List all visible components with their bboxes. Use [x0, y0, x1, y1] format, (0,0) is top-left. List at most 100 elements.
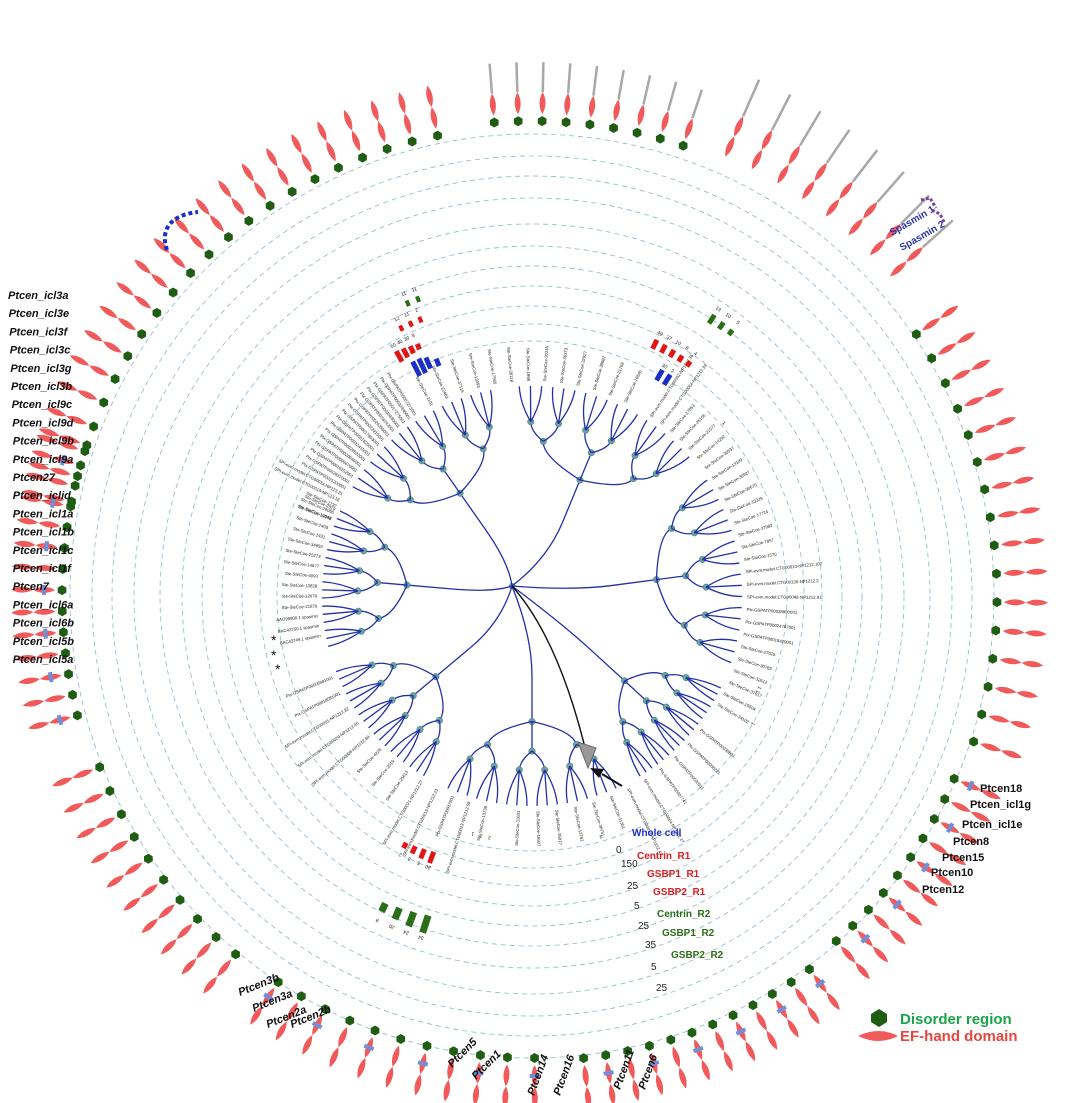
- other-domain: [473, 1070, 484, 1076]
- disorder-region: [912, 329, 921, 340]
- disorder-region: [370, 1025, 380, 1036]
- track-label-gsbp2-r1: GSBP2_R1: [653, 887, 706, 898]
- tree-branch: [459, 492, 487, 531]
- ef-hand-shape: [839, 181, 853, 200]
- disorder-region: [76, 460, 85, 471]
- ef-hand-domain: [855, 962, 870, 980]
- abundance-bar: [400, 347, 411, 359]
- leaf-label: Ste-SteCoe-1570: [743, 551, 777, 562]
- ef-hand-shape: [25, 472, 47, 480]
- ef-hand-shape: [814, 162, 827, 182]
- ef-hand-shape: [1003, 569, 1026, 576]
- ef-hand-shape: [826, 992, 840, 1011]
- leaf-label: Ste-SteCoe-13093: [468, 353, 482, 389]
- tree-branch: [324, 564, 360, 572]
- ef-hand-shape: [33, 608, 56, 615]
- ef-hand-domain: [89, 365, 109, 376]
- ef-hand-domain: [994, 686, 1017, 694]
- ef-hand-domain: [11, 609, 34, 616]
- gene-label: Ptcen_icl3g: [10, 363, 71, 375]
- leaf-label: Ste-SteCoe-17565: [487, 349, 498, 386]
- ef-hand-shape: [980, 790, 1001, 800]
- ef-hand-domain: [83, 793, 104, 804]
- linker-line: [666, 81, 678, 112]
- tree-branch: [357, 477, 389, 499]
- tree-branch: [324, 628, 362, 632]
- disorder-region: [407, 136, 417, 147]
- ef-hand-domain: [971, 359, 991, 370]
- disorder-region: [623, 1046, 633, 1057]
- ef-hand-domain: [338, 1026, 348, 1048]
- leaf-label: SPI-evm.model.CTG00010-NP1212.102: [745, 561, 823, 575]
- tree-branch: [544, 769, 548, 806]
- ef-hand-domain: [25, 472, 47, 480]
- disorder-region: [645, 1040, 654, 1051]
- ef-hand-domain: [151, 273, 168, 288]
- leaf-label: Ste-SteCoe-30373: [559, 347, 569, 384]
- disorder-region: [940, 794, 950, 805]
- tree-branch: [342, 664, 373, 688]
- ef-hand-domain: [999, 657, 1022, 665]
- tree-branch: [569, 766, 579, 802]
- tree-branch: [327, 548, 364, 553]
- ef-hand-domain: [906, 247, 923, 262]
- linker-line: [741, 79, 761, 117]
- ef-hand-shape: [20, 495, 43, 502]
- ef-hand-domain: [326, 141, 336, 162]
- ef-hand-domain: [761, 130, 772, 150]
- abundance-value: 11: [403, 311, 410, 319]
- ef-hand-shape: [959, 833, 979, 844]
- tree-branch: [682, 498, 719, 509]
- tree-branch: [441, 405, 466, 436]
- disorder-region: [105, 786, 115, 797]
- ef-hand-domain: [983, 453, 1006, 461]
- tree-branch: [384, 715, 406, 747]
- ef-hand-domain: [28, 462, 50, 470]
- tree-branch: [640, 731, 659, 765]
- tree-branch: [322, 589, 358, 592]
- leaf-label: Ste-SteCoe-25813: [385, 769, 410, 801]
- tree-branch: [409, 741, 437, 768]
- ef-hand-domain: [140, 883, 159, 898]
- ef-hand-domain: [980, 790, 1001, 800]
- tree-branch: [676, 692, 707, 714]
- disorder-region: [963, 430, 973, 441]
- ef-hand-domain: [116, 282, 134, 296]
- ef-hand-shape: [725, 136, 735, 157]
- ef-hand-domain: [173, 217, 190, 234]
- highlight-branch: [511, 585, 589, 761]
- tree-branch: [493, 765, 499, 804]
- ef-hand-shape: [766, 1030, 778, 1051]
- ef-hand-shape: [1021, 660, 1044, 668]
- other-domain: [648, 1060, 660, 1067]
- ef-hand-shape: [291, 133, 302, 154]
- asterisk-marker: *: [271, 632, 277, 648]
- track-ring: [221, 285, 843, 907]
- tree-branch: [322, 610, 359, 615]
- gene-label: Ptcen_icl1f: [13, 563, 72, 575]
- abundance-bar: [417, 316, 424, 324]
- scale-number: 150: [621, 859, 638, 870]
- disorder-region: [57, 585, 67, 596]
- tree-branch: [338, 664, 373, 680]
- disorder-region: [396, 1033, 406, 1044]
- abundance-bar: [414, 342, 422, 351]
- tree-branch: [634, 419, 648, 456]
- tree-branch: [590, 649, 625, 682]
- tree-branch: [368, 699, 393, 729]
- tree-branch: [685, 575, 707, 588]
- ef-hand-shape: [72, 769, 94, 779]
- leaf-label: Ste-SteCoe-12679: [281, 594, 317, 599]
- leaf-label: Ste-SteCoe-17724: [733, 509, 769, 526]
- ef-hand-shape: [338, 1026, 348, 1048]
- track-label-whole-cell: Whole cell: [632, 828, 682, 839]
- disorder-region: [382, 143, 392, 154]
- disorder-region: [893, 870, 902, 881]
- abundance-bar: [418, 848, 427, 860]
- other-domain: [529, 1073, 540, 1079]
- ef-hand-domain: [176, 923, 193, 940]
- ef-hand-domain: [1003, 599, 1026, 606]
- ef-hand-shape: [141, 918, 159, 934]
- ef-hand-domain: [991, 481, 1013, 489]
- ef-hand-domain: [890, 261, 907, 277]
